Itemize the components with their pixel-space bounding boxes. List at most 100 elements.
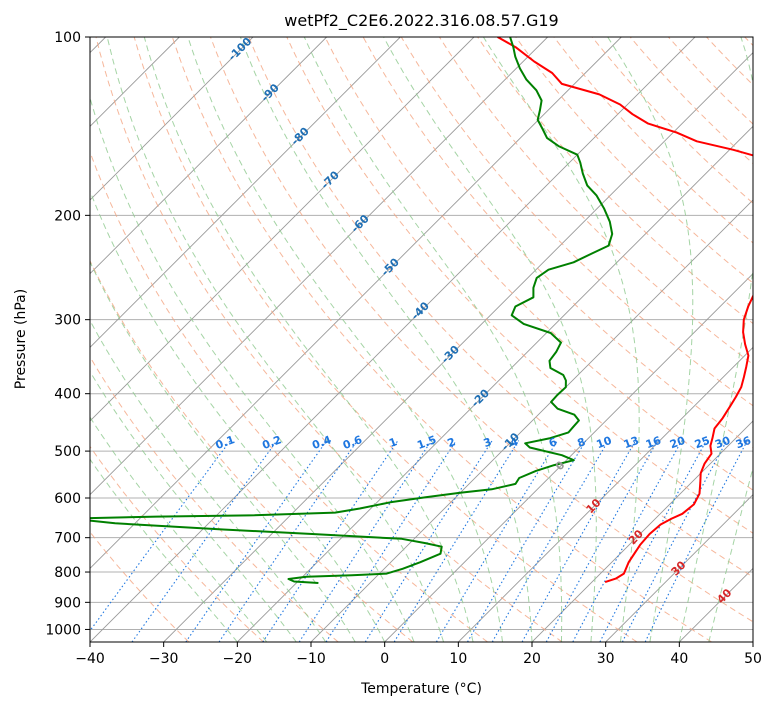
moist-adiabat bbox=[90, 458, 238, 642]
mixing-ratio-line bbox=[621, 440, 728, 642]
isotherm-line bbox=[90, 37, 696, 642]
dry-adiabat bbox=[400, 37, 753, 407]
mixing-ratio-label: 2 bbox=[446, 435, 458, 450]
mixing-ratio-line bbox=[393, 440, 520, 642]
temperature-profile bbox=[497, 37, 753, 584]
mixing-ratio-line bbox=[599, 440, 707, 642]
mixing-ratio-line bbox=[467, 440, 587, 642]
moist-adiabat bbox=[482, 37, 640, 642]
sounding-profiles bbox=[90, 37, 753, 584]
moist-adiabats bbox=[90, 37, 753, 642]
x-tick-label: 50 bbox=[744, 651, 762, 667]
isotherm-line bbox=[90, 37, 475, 422]
mixing-ratio-line bbox=[90, 440, 231, 632]
isotherm-line bbox=[531, 420, 753, 642]
isotherm-line bbox=[90, 37, 401, 348]
moist-adiabat bbox=[90, 260, 356, 642]
moist-adiabat bbox=[106, 37, 445, 642]
moist-adiabat bbox=[90, 319, 327, 642]
mixing-ratio-line bbox=[491, 440, 609, 642]
dry-adiabat bbox=[362, 37, 753, 449]
isotherm-line bbox=[90, 37, 548, 496]
moist-adiabat bbox=[143, 37, 474, 642]
mixing-ratio-label: 1 bbox=[387, 435, 399, 450]
mixing-ratio-lines bbox=[90, 440, 748, 642]
mixing-ratio-line bbox=[262, 440, 399, 642]
dry-adiabat bbox=[591, 37, 753, 204]
dry-adiabat bbox=[95, 37, 563, 642]
mixing-ratio-label: 16 bbox=[644, 434, 663, 452]
dry-adiabat bbox=[90, 445, 264, 642]
isotherm-line bbox=[90, 37, 622, 569]
mixing-ratio-label: 25 bbox=[693, 434, 712, 451]
x-tick-label: 0 bbox=[380, 651, 389, 667]
y-tick-label: 600 bbox=[54, 491, 81, 507]
mixing-ratio-label: 20 bbox=[668, 434, 687, 452]
x-tick-label: 30 bbox=[597, 651, 615, 667]
isotherm-line bbox=[237, 125, 753, 642]
moist-adiabat bbox=[303, 37, 563, 642]
y-tick-label: 100 bbox=[54, 30, 81, 46]
mixing-ratio-line bbox=[185, 440, 328, 642]
moist-adiabat bbox=[90, 370, 297, 642]
mixing-ratio-label: 13 bbox=[622, 434, 641, 451]
moist-adiabat bbox=[90, 96, 415, 642]
dry-adiabat bbox=[210, 37, 753, 623]
isotherm-line bbox=[90, 37, 327, 275]
dry-adiabat bbox=[90, 259, 414, 642]
moist-adiabat bbox=[708, 466, 753, 642]
x-tick-label: 20 bbox=[523, 651, 541, 667]
y-tick-label: 300 bbox=[54, 313, 81, 329]
isotherm-line bbox=[163, 52, 753, 642]
dry-adiabats bbox=[90, 37, 753, 642]
mixing-ratio-label: 0.6 bbox=[341, 433, 364, 452]
y-tick-label: 1000 bbox=[45, 622, 81, 638]
dry-adiabat bbox=[515, 37, 753, 284]
mixing-ratio-label: 0.1 bbox=[214, 433, 237, 452]
moist-adiabat bbox=[187, 37, 503, 642]
moist-adiabat bbox=[239, 37, 533, 642]
mixing-ratio-label: 0.2 bbox=[260, 433, 283, 452]
moist-adiabat bbox=[90, 189, 386, 642]
moist-adiabat bbox=[90, 416, 268, 642]
mixing-ratio-label: 0.4 bbox=[310, 433, 333, 452]
mixing-ratio-label: 36 bbox=[734, 434, 753, 452]
mixing-ratio-label: 3 bbox=[482, 435, 494, 450]
mixing-ratio-label: 6 bbox=[547, 435, 559, 450]
mixing-ratio-line bbox=[521, 440, 637, 642]
x-axis-title: Temperature (°C) bbox=[360, 681, 482, 697]
dewpoint-profile bbox=[90, 37, 614, 584]
mixing-ratio-line bbox=[218, 440, 358, 642]
dry-adiabat bbox=[133, 37, 638, 642]
mixing-ratio-label: 30 bbox=[713, 434, 732, 452]
mixing-ratio-line bbox=[644, 440, 748, 642]
plot-frame bbox=[89, 36, 754, 643]
axes: −40 −30 −20 −10 0 10 20 30 40 5010020030040050060… bbox=[45, 30, 762, 667]
isotherm-line bbox=[384, 273, 753, 642]
y-tick-label: 800 bbox=[54, 565, 81, 581]
dry-adiabat bbox=[324, 37, 753, 491]
chart-title: wetPf2_C2E6.2022.316.08.57.G19 bbox=[284, 11, 558, 31]
mixing-ratio-label: 1.5 bbox=[415, 433, 438, 452]
x-tick-label: 40 bbox=[670, 651, 688, 667]
line-labels: 0.1 0.2 0.4 0.6 1 1.5 2 3 4 6 8 10 13 16 20 25 30 36-100-… bbox=[214, 37, 753, 606]
x-tick-label: −20 bbox=[223, 651, 253, 667]
moist-adiabat bbox=[383, 37, 597, 642]
x-tick-label: −10 bbox=[296, 651, 326, 667]
mixing-ratio-label: 10 bbox=[595, 434, 614, 452]
y-tick-label: 700 bbox=[54, 531, 81, 547]
dry-adiabat bbox=[171, 37, 712, 642]
isotherms bbox=[90, 37, 753, 642]
isotherm-line bbox=[90, 37, 254, 201]
y-axis-title: Pressure (hPa) bbox=[13, 289, 29, 389]
mixing-ratio-line bbox=[298, 440, 432, 642]
dry-adiabat bbox=[248, 37, 753, 578]
mixing-ratio-line bbox=[435, 440, 558, 642]
dry-adiabat bbox=[477, 37, 753, 325]
mixing-ratio-label: 8 bbox=[576, 435, 588, 450]
mixing-ratio-label: 4 bbox=[508, 435, 520, 450]
y-tick-label: 200 bbox=[54, 208, 81, 224]
x-tick-label: 10 bbox=[449, 651, 467, 667]
